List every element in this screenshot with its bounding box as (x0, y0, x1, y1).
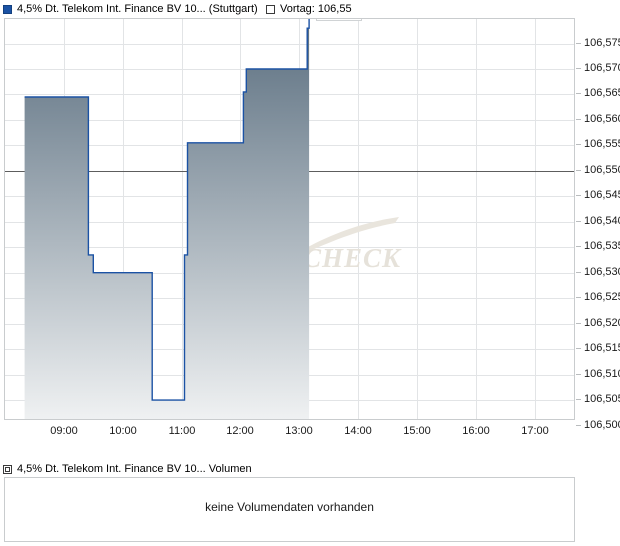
legend-series-label: 4,5% Dt. Telekom Int. Finance BV 10... (… (17, 3, 258, 15)
y-axis-label: 106,510 (584, 368, 620, 380)
x-axis-label: 15:00 (403, 425, 431, 437)
volume-legend-label: 4,5% Dt. Telekom Int. Finance BV 10... V… (17, 463, 252, 475)
x-axis-label: 14:00 (344, 425, 372, 437)
x-axis: 09:00 10:00 11:00 12:00 13:00 14:00 15:00 16:00… (0, 421, 620, 443)
y-axis-tick (576, 144, 581, 145)
y-axis-tick (576, 272, 581, 273)
y-axis-label: 106,535 (584, 240, 620, 252)
y-axis-label: 106,515 (584, 342, 620, 354)
y-axis-label: 106,565 (584, 87, 620, 99)
y-axis-label: 106,550 (584, 164, 620, 176)
x-axis-label: 12:00 (226, 425, 254, 437)
volume-legend[interactable]: 4,5% Dt. Telekom Int. Finance BV 10... V… (3, 461, 252, 477)
x-axis-label: 09:00 (50, 425, 78, 437)
y-axis-label: 106,505 (584, 393, 620, 405)
gridline-vertical (417, 19, 418, 419)
y-axis-label: 106,575 (584, 37, 620, 49)
y-axis-tick (576, 323, 581, 324)
gridline-vertical (123, 19, 124, 419)
x-axis-label: 10:00 (109, 425, 137, 437)
y-axis: 106,575 106,570 106,565 106,560 106,555 106,5… (576, 18, 620, 431)
y-axis-label: 106,560 (584, 113, 620, 125)
y-axis-label: 106,530 (584, 266, 620, 278)
y-axis-label: 106,525 (584, 291, 620, 303)
chart-legend: 4,5% Dt. Telekom Int. Finance BV 10... (… (0, 0, 620, 18)
last-price-tag: 106,58 (316, 19, 362, 22)
y-axis-tick (576, 93, 581, 94)
x-axis-label: 13:00 (285, 425, 313, 437)
y-axis-tick (576, 119, 581, 120)
y-axis-tick (576, 221, 581, 222)
y-axis-tick (576, 170, 581, 171)
y-axis-tick (576, 399, 581, 400)
price-chart-plot-area[interactable]: CHECK 106,58 (4, 18, 575, 420)
volume-plot-area[interactable]: keine Volumendaten vorhanden (4, 477, 575, 542)
y-axis-tick (576, 297, 581, 298)
volume-empty-message: keine Volumendaten vorhanden (205, 500, 374, 514)
gridline-vertical (535, 19, 536, 419)
empty-square-icon[interactable] (266, 4, 275, 14)
x-axis-label: 16:00 (462, 425, 490, 437)
half-filled-square-icon[interactable] (3, 464, 12, 474)
y-axis-label: 106,570 (584, 62, 620, 74)
x-axis-label: 11:00 (168, 425, 196, 437)
y-axis-tick (576, 68, 581, 69)
y-axis-tick (576, 374, 581, 375)
y-axis-label: 106,520 (584, 317, 620, 329)
legend-item-series[interactable]: 4,5% Dt. Telekom Int. Finance BV 10... (… (3, 0, 258, 18)
gridline-horizontal (5, 44, 574, 45)
y-axis-tick (576, 195, 581, 196)
price-series (24, 19, 310, 419)
y-axis-tick (576, 43, 581, 44)
filled-square-icon[interactable] (3, 4, 12, 14)
y-axis-label: 106,545 (584, 189, 620, 201)
legend-item-prev-close[interactable]: Vortag: 106,55 (266, 0, 352, 18)
x-axis-label: 17:00 (521, 425, 549, 437)
gridline-vertical (182, 19, 183, 419)
y-axis-label: 106,500 (584, 419, 620, 431)
y-axis-tick (576, 246, 581, 247)
y-axis-tick (576, 425, 581, 426)
y-axis-tick (576, 348, 581, 349)
y-axis-label: 106,540 (584, 215, 620, 227)
gridline-vertical (476, 19, 477, 419)
legend-prev-close-label: Vortag: 106,55 (280, 3, 352, 15)
y-axis-label: 106,555 (584, 138, 620, 150)
